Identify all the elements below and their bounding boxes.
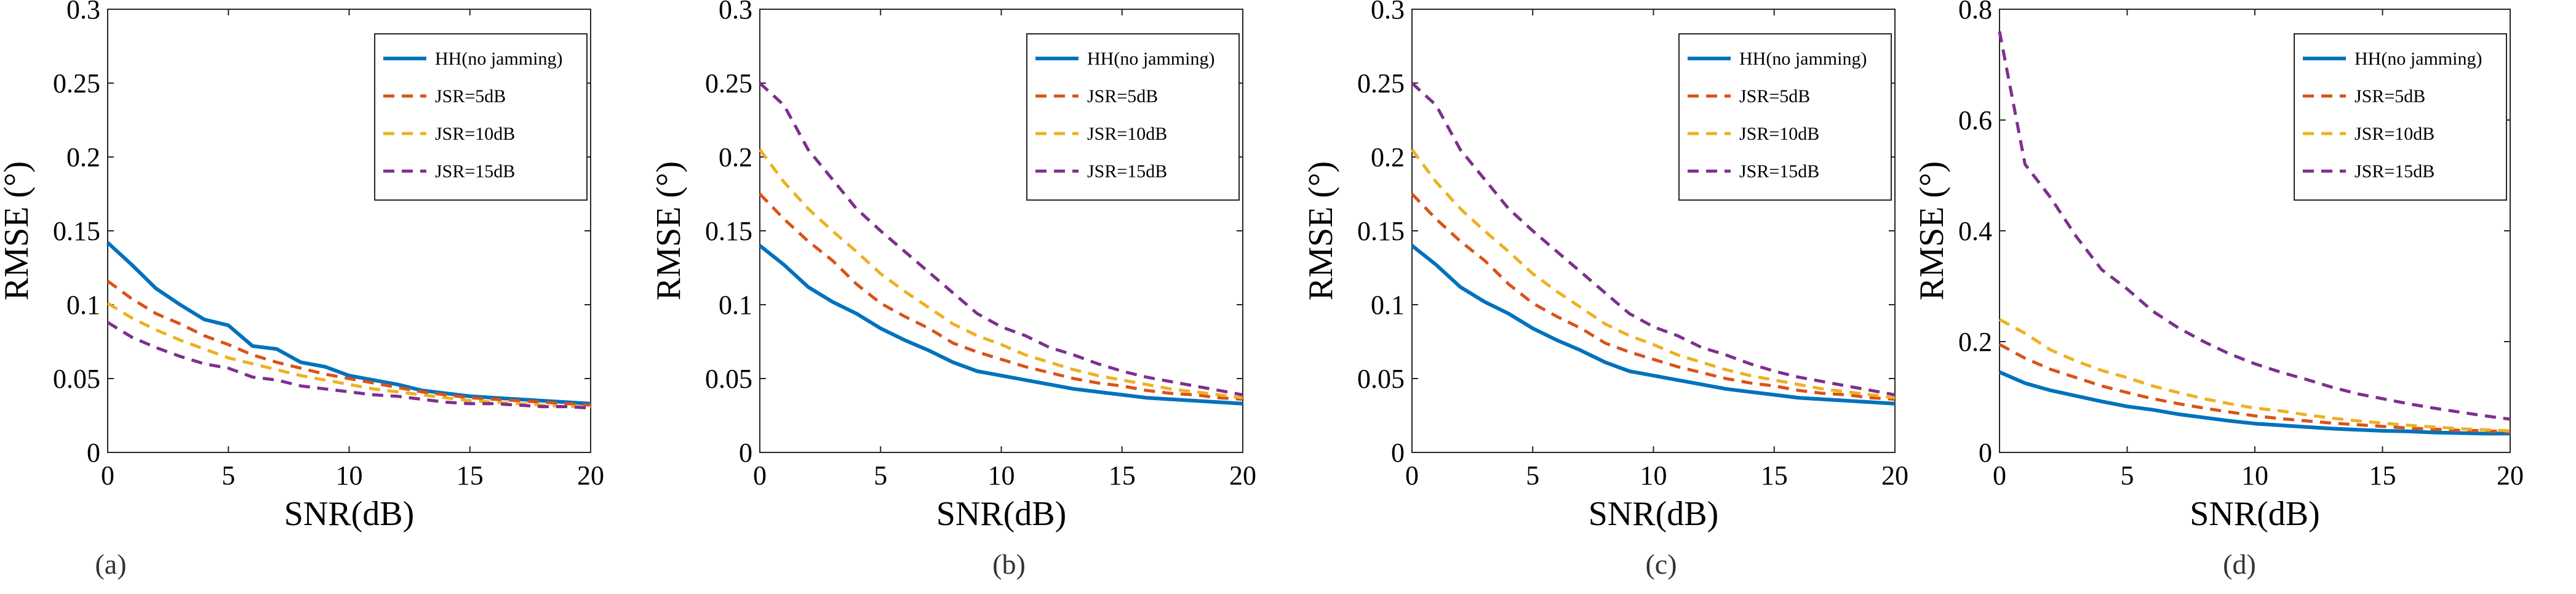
chart-c-legend-label-1: JSR=5dB [1739, 86, 1810, 106]
chart-a-x-tick-label: 20 [577, 460, 604, 491]
chart-c-x-axis-label: SNR(dB) [1589, 495, 1719, 533]
chart-b-y-tick-label: 0.3 [719, 0, 752, 25]
chart-b-legend-label-2: JSR=10dB [1087, 124, 1167, 144]
chart-b-x-tick-label: 5 [874, 460, 887, 491]
chart-d-x-tick-label: 20 [2497, 460, 2524, 491]
chart-a-series-line-1 [106, 279, 591, 407]
chart-d-legend-label-1: JSR=5dB [2355, 86, 2425, 106]
chart-c: 0 5 10 15 20 0 0.05 0.1 0.15 0.2 0.25 0.3 SNR(dB) RMS… [1304, 0, 1908, 533]
chart-b-x-tick-label: 10 [988, 460, 1015, 491]
chart-d-legend-label-0: HH(no jamming) [2355, 49, 2482, 69]
chart-a-x-tick-label: 0 [101, 460, 114, 491]
chart-d-series-line-0 [1998, 370, 2510, 436]
chart-d-legend-label-3: JSR=15dB [2355, 161, 2434, 182]
chart-c-legend-label-2: JSR=10dB [1739, 124, 1819, 144]
chart-d-x-tick-label: 0 [1993, 460, 2006, 491]
chart-b-legend-label-0: HH(no jamming) [1087, 49, 1214, 69]
chart-d-x-tick-label: 10 [2241, 460, 2268, 491]
chart-d-x-axis-label: SNR(dB) [2190, 495, 2320, 533]
chart-a-x-tick-label: 15 [457, 460, 484, 491]
chart-a-y-tick-label: 0.1 [66, 290, 100, 320]
chart-panel-d: 0 5 10 15 20 0 0.2 0.4 0.6 0.8 SNR(dB) RMSE (°) HH(n… [1920, 0, 2572, 594]
chart-b-y-tick-label: 0 [739, 438, 752, 468]
chart-a-legend-label-1: JSR=5dB [435, 86, 506, 106]
chart-b-series-line-3 [759, 82, 1243, 396]
chart-c-x-tick-label: 15 [1761, 460, 1788, 491]
chart-b-x-tick-label: 15 [1109, 460, 1136, 491]
chart-c-x-tick-label: 10 [1640, 460, 1667, 491]
chart-d-y-tick-label: 0.2 [1958, 327, 1992, 357]
chart-a-y-tick-label: 0.3 [66, 0, 100, 25]
chart-d-y-tick-label: 0.8 [1958, 0, 1992, 25]
caption-d: (d) [2223, 548, 2256, 580]
chart-b-y-tick-label: 0.25 [705, 68, 752, 98]
chart-panel-a: 0 5 10 15 20 0 0.05 0.1 0.15 0.2 0.25 0.3 SNR(dB) RMS… [0, 0, 652, 594]
caption-c: (c) [1645, 548, 1677, 580]
chart-d-y-axis-label: RMSE (°) [1920, 161, 1951, 300]
chart-d-x-tick-label: 15 [2369, 460, 2396, 491]
caption-a: (a) [95, 548, 127, 580]
chart-b-x-tick-label: 20 [1229, 460, 1256, 491]
chart-a-series-line-3 [106, 321, 591, 410]
chart-c-y-tick-label: 0.05 [1357, 364, 1405, 394]
chart-c-legend-label-3: JSR=15dB [1739, 161, 1819, 182]
chart-a-y-tick-label: 0.15 [53, 216, 100, 246]
chart-a-y-tick-label: 0.25 [53, 68, 100, 98]
chart-c-y-tick-label: 0.25 [1357, 68, 1405, 98]
chart-a-legend-label-0: HH(no jamming) [435, 49, 562, 69]
chart-b-series-line-0 [759, 244, 1243, 406]
chart-c-y-tick-label: 0.2 [1371, 142, 1405, 172]
chart-c-series-line-2 [1410, 148, 1896, 399]
chart-a-y-tick-label: 0.2 [66, 142, 100, 172]
chart-a-y-axis-label: RMSE (°) [0, 161, 36, 300]
chart-b-y-tick-label: 0.15 [705, 216, 752, 246]
chart-c-x-tick-label: 20 [1881, 460, 1908, 491]
chart-a-legend-label-3: JSR=15dB [435, 161, 515, 182]
chart-a-y-tick-label: 0 [87, 438, 100, 468]
chart-d-legend-label-2: JSR=10dB [2355, 124, 2434, 144]
chart-d-x-tick-label: 5 [2121, 460, 2134, 491]
chart-a-x-axis-label: SNR(dB) [284, 495, 415, 533]
caption-b: (b) [992, 548, 1026, 580]
chart-a-x-tick-label: 5 [221, 460, 235, 491]
chart-b-series-line-1 [759, 193, 1243, 401]
chart-c-series-line-0 [1411, 244, 1896, 406]
chart-d-y-tick-label: 0 [1979, 438, 1992, 468]
chart-a-x-tick-label: 10 [336, 460, 363, 491]
chart-d-series-line-2 [1998, 318, 2511, 433]
chart-b-y-tick-label: 0.2 [719, 142, 752, 172]
chart-c-x-tick-label: 5 [1526, 460, 1539, 491]
chart-c-y-tick-label: 0.3 [1371, 0, 1405, 25]
chart-a-y-tick-label: 0.05 [53, 364, 100, 394]
chart-d-series-line-3 [1998, 31, 2511, 421]
chart-b-x-tick-label: 0 [753, 460, 767, 491]
chart-c-y-tick-label: 0.15 [1357, 216, 1405, 246]
chart-c-legend-label-0: HH(no jamming) [1739, 49, 1867, 69]
chart-b-legend-label-3: JSR=15dB [1087, 161, 1167, 182]
chart-b-y-axis-label: RMSE (°) [652, 161, 688, 300]
chart-d-y-tick-label: 0.4 [1958, 216, 1992, 246]
chart-c-series-line-3 [1411, 82, 1896, 396]
chart-d-y-tick-label: 0.6 [1958, 105, 1992, 135]
chart-b-y-tick-label: 0.05 [705, 364, 752, 394]
chart-c-y-axis-label: RMSE (°) [1304, 161, 1340, 300]
chart-c-y-tick-label: 0 [1391, 438, 1405, 468]
chart-b: 0 5 10 15 20 0 0.05 0.1 0.15 0.2 0.25 0.3 SNR(dB) RMS… [652, 0, 1256, 533]
chart-a-legend-label-2: JSR=10dB [435, 124, 515, 144]
chart-c-y-tick-label: 0.1 [1371, 290, 1405, 320]
chart-b-legend-label-1: JSR=5dB [1087, 86, 1158, 106]
chart-d: 0 5 10 15 20 0 0.2 0.4 0.6 0.8 SNR(dB) RMSE (°) HH(n… [1920, 0, 2524, 533]
chart-d-series-line-1 [1998, 343, 2511, 434]
chart-c-series-line-1 [1411, 193, 1896, 401]
chart-panel-b: 0 5 10 15 20 0 0.05 0.1 0.15 0.2 0.25 0.3 SNR(dB) RMS… [652, 0, 1304, 594]
chart-b-y-tick-label: 0.1 [719, 290, 752, 320]
chart-c-x-tick-label: 0 [1405, 460, 1419, 491]
chart-a: 0 5 10 15 20 0 0.05 0.1 0.15 0.2 0.25 0.3 SNR(dB) RMS… [0, 0, 604, 533]
chart-b-x-axis-label: SNR(dB) [936, 495, 1067, 533]
chart-panel-c: 0 5 10 15 20 0 0.05 0.1 0.15 0.2 0.25 0.3 SNR(dB) RMS… [1304, 0, 1956, 594]
chart-b-series-line-2 [758, 148, 1243, 399]
